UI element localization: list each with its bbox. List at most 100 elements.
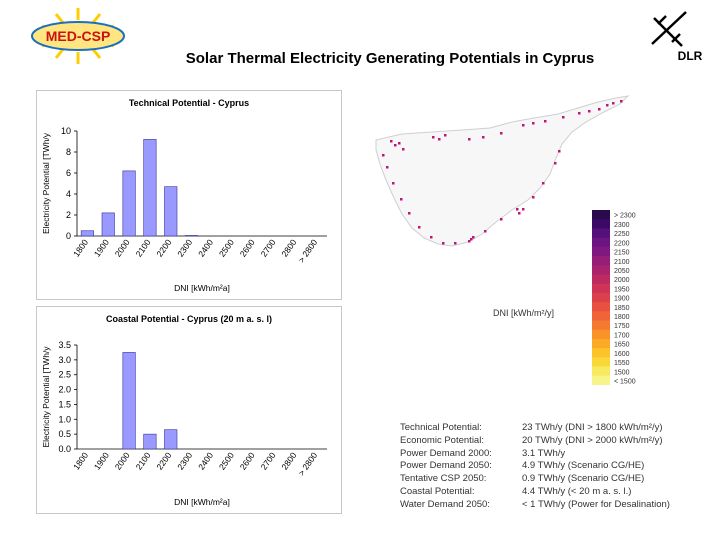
summary-label: Power Demand 2000: [400,447,492,459]
x-tick-label: 2600 [238,237,257,258]
y-tick-label: 10 [61,126,71,136]
y-tick-label: 4 [66,189,71,199]
legend-swatch [592,292,610,303]
dlr-emblem-icon: DLR [651,11,703,63]
summary-value: < 1 TWh/y (Power for Desalination) [522,498,670,510]
map-dni-dot [588,110,591,113]
legend-label: < 1500 [614,379,636,386]
summary-label: Economic Potential: [400,434,484,446]
chart-title: Technical Potential - Cyprus [129,98,249,108]
y-tick-label: 8 [66,147,71,157]
map-dni-dot [454,242,457,245]
bar [143,139,157,237]
x-tick-label: 2300 [175,237,194,258]
x-tick-label: 2400 [196,237,215,258]
y-tick-label: 2.5 [58,370,71,380]
x-tick-label: 2000 [113,450,132,471]
x-tick-label: 2800 [279,237,298,258]
y-axis-label: Electricity Potential [TWh/y [41,346,51,448]
y-tick-label: 3.0 [58,355,71,365]
legend-label: 1600 [614,351,630,358]
y-tick-label: 0.5 [58,429,71,439]
summary-value: 20 TWh/y (DNI > 2000 kWh/m²/y) [522,434,663,446]
legend-swatch [592,348,610,358]
y-tick-label: 2.0 [58,385,71,395]
legend-label: 1900 [614,296,630,303]
map-dni-dot [432,136,435,139]
bar [101,212,115,237]
map-dni-dot [578,112,581,115]
legend-swatch [592,329,610,340]
map-dni-dot [516,208,519,211]
map-dni-dot [544,120,547,123]
legend-label: 2050 [614,268,630,275]
summary-row: Economic Potential: 20 TWh/y (DNI > 2000 … [400,435,670,448]
y-tick-label: 2 [66,210,71,220]
legend-swatch [592,283,610,294]
med-csp-logo: MED-CSP [18,6,138,66]
x-tick-label: 2100 [134,237,153,258]
x-tick-label: 2300 [175,450,194,471]
legend-label: 1550 [614,360,630,367]
x-tick-label: 1900 [92,237,111,258]
map-dni-dot [500,218,503,221]
bar [164,429,178,450]
summary-row: Tentative CSP 2050: 0.9 TWh/y (Scenario C… [400,473,670,486]
summary-label: Technical Potential: [400,422,482,433]
summary-value: 3.1 TWh/y [522,447,566,459]
summary-row: Power Demand 2000: 3.1 TWh/y [400,448,670,461]
chart-title: Coastal Potential - Cyprus (20 m a. s. l… [106,314,272,324]
legend-label: > 2300 [614,213,636,220]
map-dni-dot [390,140,393,143]
x-tick-label: 1800 [71,237,90,258]
legend-swatch [592,311,610,322]
dni-legend-scale: > 2300 2300 2250 2200 2150 2100 2050 2000 1950 19… [592,210,636,386]
y-tick-label: 6 [66,168,71,178]
x-tick-label: 2700 [259,237,278,258]
legend-swatch [592,228,610,239]
map-dni-dot [468,240,471,243]
map-dni-dot [468,138,471,141]
map-dni-dot [398,142,401,145]
x-tick-label: 2400 [196,450,215,471]
slide-title: Solar Thermal Electricity Generating Pot… [185,50,595,67]
legend-swatch [592,210,610,220]
map-dni-dot [620,100,623,103]
summary-value: 0.9 TWh/y (Scenario CG/HE) [522,473,645,485]
map-dni-dot [612,102,615,105]
y-tick-label: 1.5 [58,399,71,409]
svg-text:MED-CSP: MED-CSP [46,28,111,44]
coastal-potential-chart-frame: Coastal Potential - Cyprus (20 m a. s. l… [36,306,342,514]
map-dni-dot [470,238,473,241]
legend-label: 1750 [614,323,630,330]
summary-row: Coastal Potential: 4.4 TWh/y (< 20 m a. s… [400,486,670,499]
x-tick-label: 2500 [217,450,236,471]
legend-label: 2250 [614,231,630,238]
map-dni-dot [472,236,475,239]
legend-label: 2100 [614,259,630,266]
summary-row: Power Demand 2050: 4.9 TWh/y (Scenario CG… [400,460,670,473]
x-axis-label: DNI [kWh/m²a] [174,283,230,293]
coastal-potential-chart: Coastal Potential - Cyprus (20 m a. s. l… [41,314,327,507]
map-dni-dot [532,122,535,125]
cyprus-dni-map [372,92,632,272]
legend-swatch [592,302,610,312]
x-tick-label: 2700 [259,450,278,471]
x-tick-label: 1900 [92,450,111,471]
sun-logo-icon: MED-CSP [31,8,125,64]
x-axis-label: DNI [kWh/m²a] [174,497,230,507]
map-dni-dot [444,134,447,137]
x-tick-label: 2000 [113,237,132,258]
summary-value: 4.9 TWh/y (Scenario CG/HE) [522,460,645,472]
map-dni-dot [554,162,557,165]
summary-label: Coastal Potential: [400,485,475,497]
y-tick-label: 3.5 [58,340,71,350]
dni-unit-label: DNI [kWh/m²/y] [493,308,554,318]
x-tick-label: > 2800 [296,450,319,477]
map-dni-dot [482,136,485,139]
legend-swatch [592,320,610,331]
map-dni-dot [402,148,405,151]
map-dni-dot [606,104,609,107]
bar [164,186,178,237]
legend-label: 2200 [614,240,630,247]
